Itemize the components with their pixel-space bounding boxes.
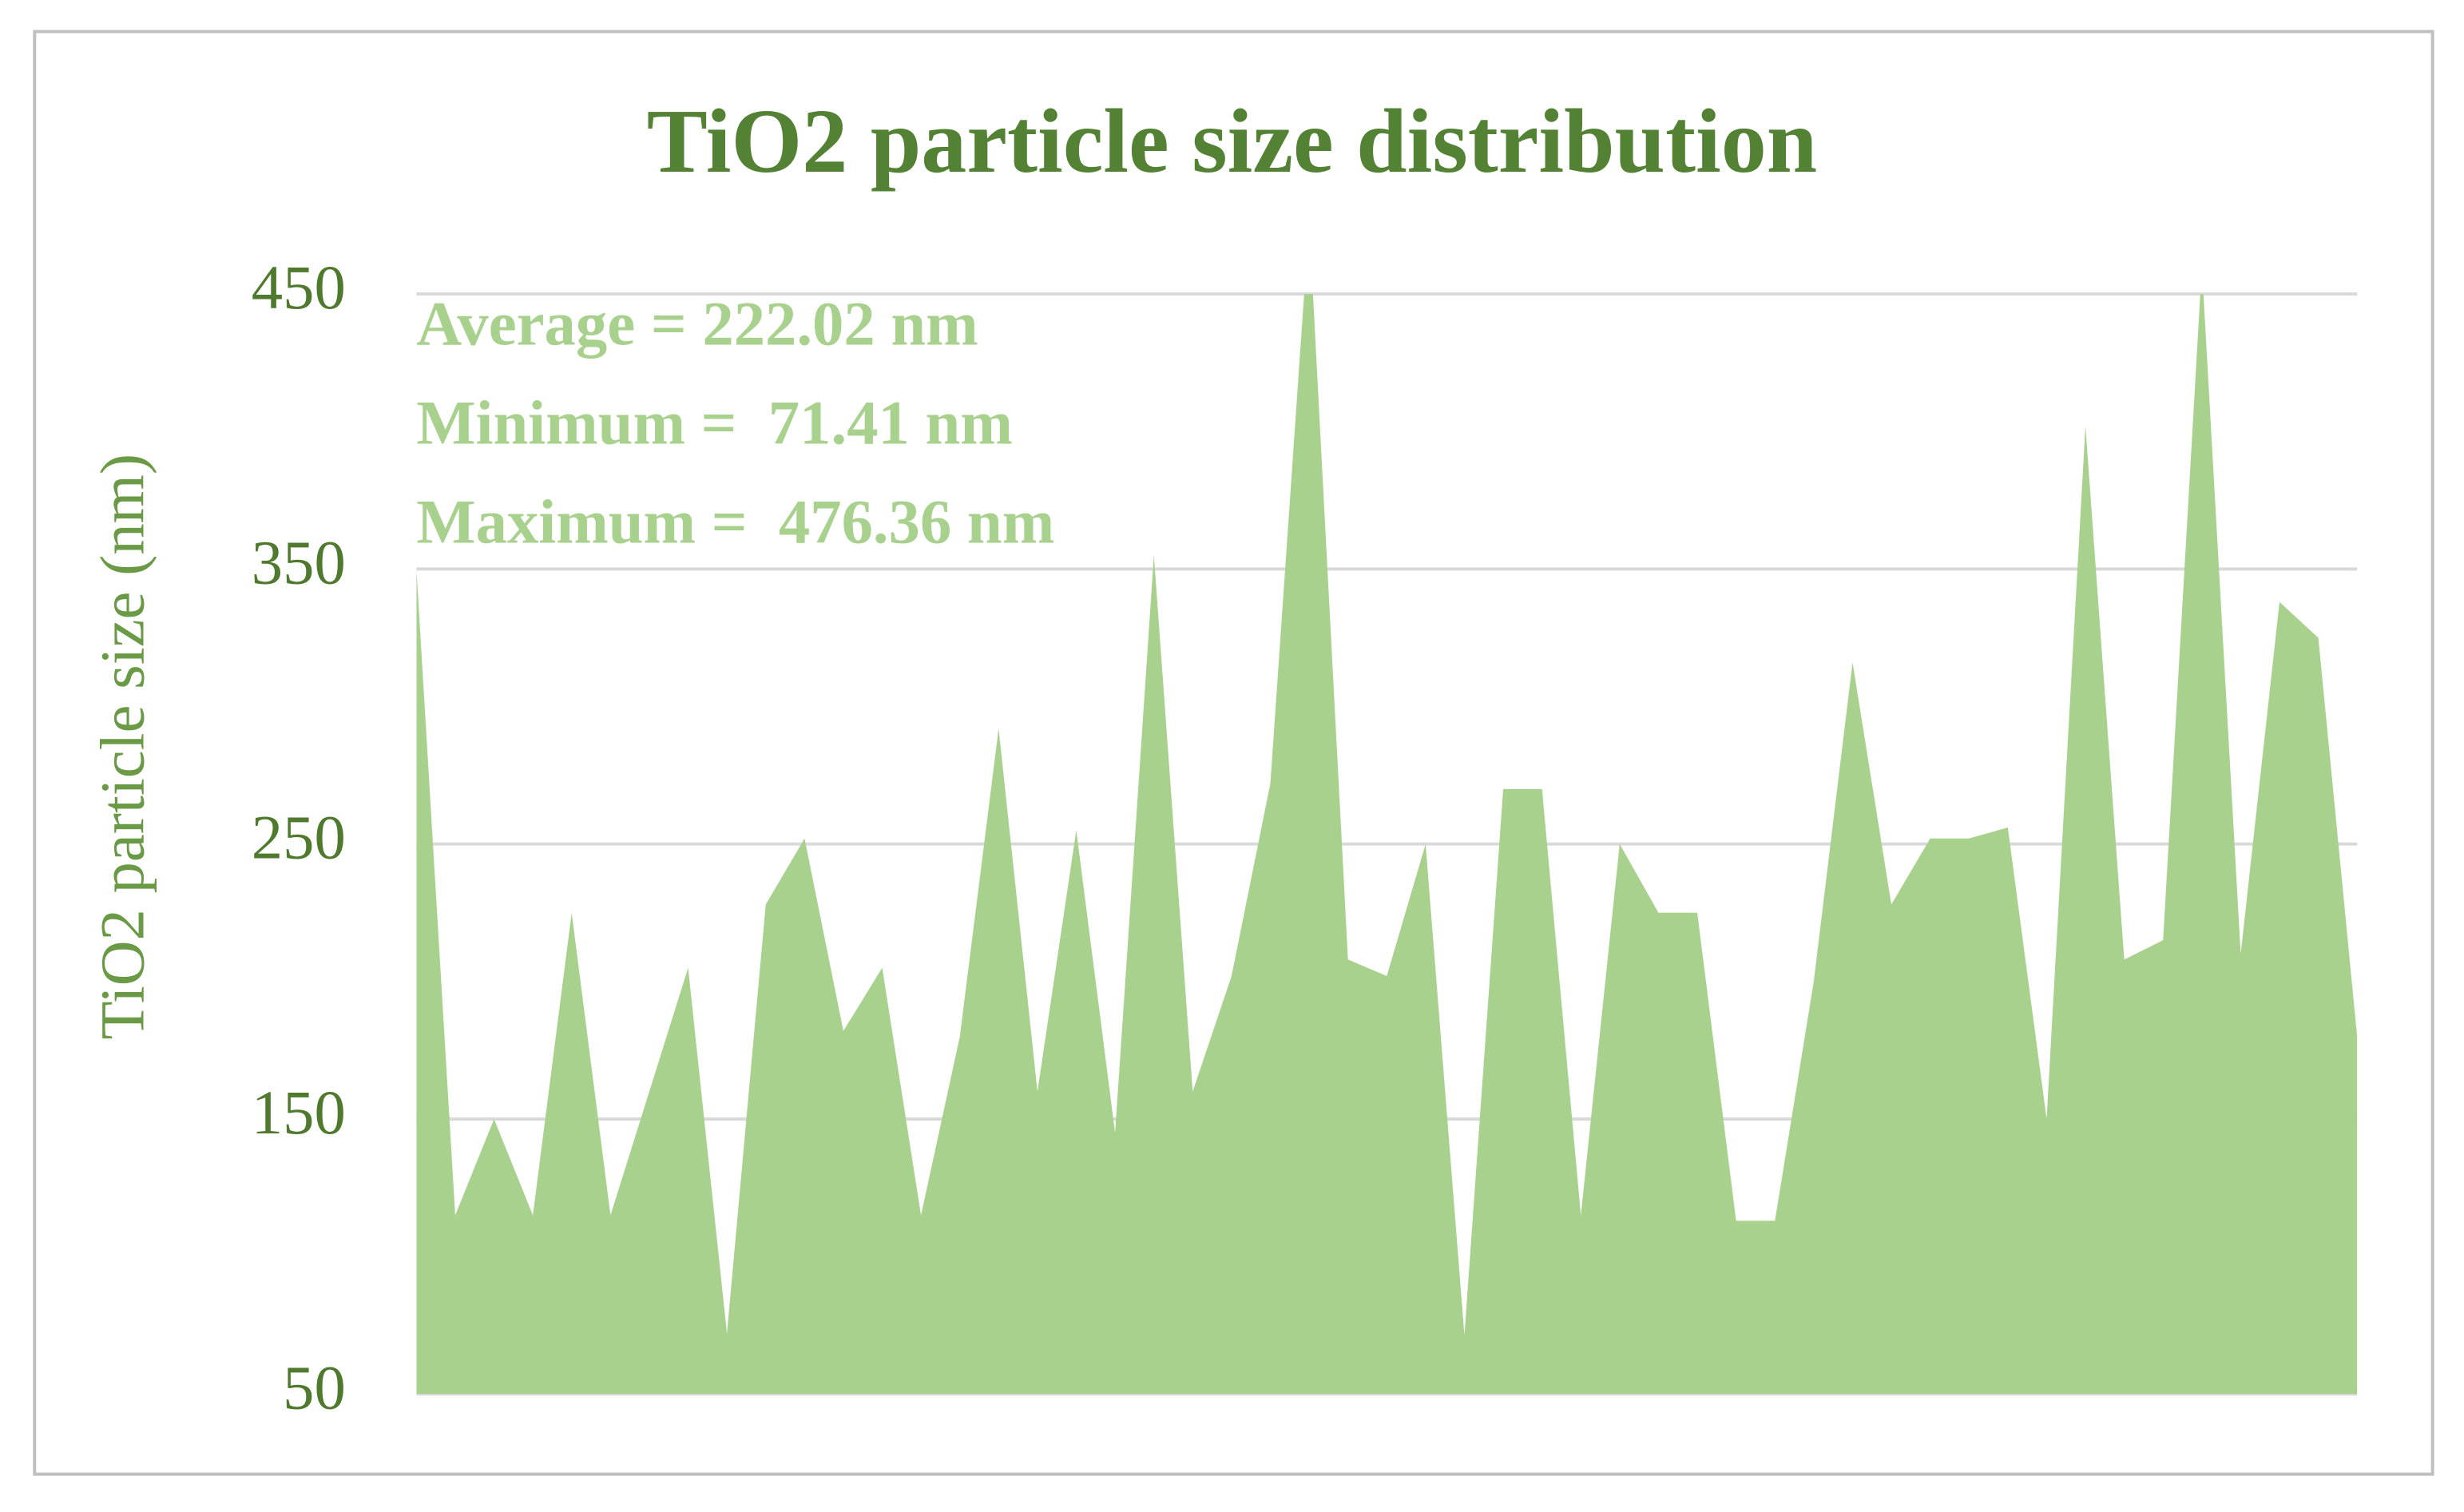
y-axis-label: TiO2 particle size (nm) — [88, 454, 157, 1040]
y-tick-label: 250 — [252, 804, 346, 873]
y-tick-label: 450 — [252, 253, 346, 323]
area — [416, 294, 2358, 1395]
y-tick-label: 150 — [252, 1078, 346, 1148]
chart-title: TiO2 particle size distribution — [647, 90, 1817, 192]
annotation: Minimum = 71.41 nm — [416, 388, 1013, 458]
y-tick-label: 350 — [252, 528, 346, 597]
annotation: Maximum = 476.36 nm — [416, 487, 1054, 557]
y-tick-label: 50 — [283, 1353, 346, 1423]
annotation: Average = 222.02 nm — [416, 289, 978, 359]
